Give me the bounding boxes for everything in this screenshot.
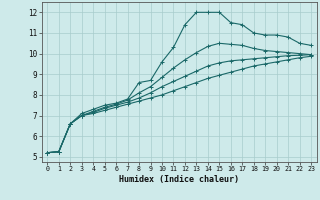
- X-axis label: Humidex (Indice chaleur): Humidex (Indice chaleur): [119, 175, 239, 184]
